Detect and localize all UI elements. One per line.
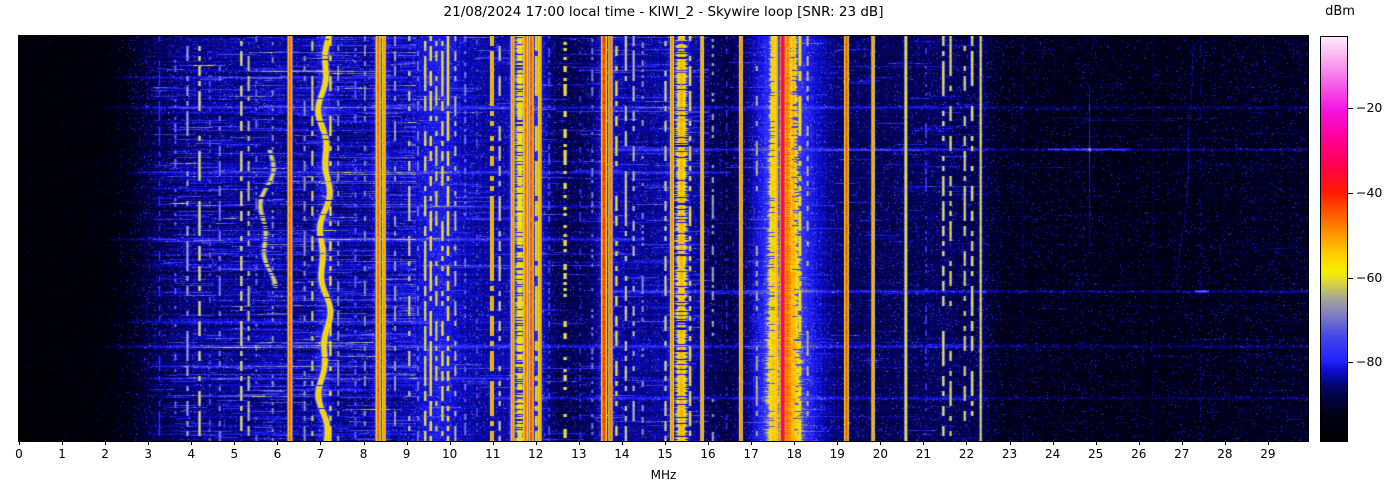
- x-tick-mark: [1138, 441, 1140, 445]
- x-tick-label: 12: [528, 447, 544, 461]
- x-tick-mark: [1267, 441, 1269, 445]
- colorbar-tick-mark: [1348, 362, 1353, 364]
- x-tick-label: 25: [1088, 447, 1104, 461]
- x-tick-mark: [148, 441, 150, 445]
- x-tick-mark: [578, 441, 580, 445]
- x-tick-mark: [1224, 441, 1226, 445]
- waterfall-heatmap: [19, 36, 1308, 441]
- x-tick-mark: [1009, 441, 1011, 445]
- x-tick-label: 28: [1217, 447, 1233, 461]
- x-tick-label: 17: [743, 447, 759, 461]
- colorbar-unit-label: dBm: [1325, 4, 1355, 19]
- x-tick-label: 18: [786, 447, 802, 461]
- chart-title: 21/08/2024 17:00 local time - KIWI_2 - S…: [443, 4, 884, 20]
- x-tick-mark: [191, 441, 193, 445]
- x-tick-mark: [363, 441, 365, 445]
- x-tick-label: 27: [1174, 447, 1190, 461]
- colorbar-tick-label: −40: [1356, 184, 1383, 200]
- x-tick-mark: [105, 441, 107, 445]
- x-tick-mark: [794, 441, 796, 445]
- x-tick-label: 20: [872, 447, 888, 461]
- waterfall-plot-area: [18, 35, 1309, 442]
- x-tick-mark: [19, 441, 20, 445]
- x-tick-mark: [277, 441, 279, 445]
- x-tick-mark: [449, 441, 451, 445]
- x-tick-label: 24: [1044, 447, 1061, 461]
- x-tick-mark: [837, 441, 839, 445]
- x-tick-mark: [708, 441, 710, 445]
- x-tick-label: 26: [1131, 447, 1147, 461]
- x-tick-mark: [1052, 441, 1054, 445]
- x-tick-label: 7: [316, 447, 325, 461]
- x-tick-mark: [62, 441, 64, 445]
- colorbar-tick-label: −80: [1356, 354, 1383, 370]
- colorbar-tick-label: −60: [1356, 269, 1383, 285]
- x-tick-mark: [234, 441, 236, 445]
- x-tick-label: 0: [15, 447, 23, 461]
- x-tick-label: 14: [614, 447, 630, 461]
- x-tick-label: 2: [101, 447, 109, 461]
- x-tick-label: 9: [402, 447, 411, 461]
- x-tick-label: 15: [657, 447, 673, 461]
- x-tick-mark: [406, 441, 408, 445]
- x-tick-label: 10: [442, 447, 458, 461]
- x-tick-label: 21: [915, 447, 932, 461]
- x-tick-label: 22: [958, 447, 975, 461]
- x-tick-mark: [492, 441, 494, 445]
- x-axis-label: MHz: [650, 468, 677, 482]
- x-tick-label: 1: [58, 447, 66, 461]
- x-tick-label: 11: [485, 447, 501, 461]
- x-tick-mark: [1095, 441, 1097, 445]
- x-tick-label: 4: [187, 447, 196, 461]
- colorbar: [1320, 36, 1348, 442]
- colorbar-tick-label: −20: [1356, 99, 1383, 115]
- colorbar-tick-mark: [1348, 277, 1353, 279]
- colorbar-tick-mark: [1348, 192, 1353, 194]
- x-tick-label: 5: [230, 447, 239, 461]
- x-tick-mark: [751, 441, 753, 445]
- x-tick-mark: [320, 441, 322, 445]
- x-tick-mark: [923, 441, 925, 445]
- x-tick-label: 13: [571, 447, 587, 461]
- x-tick-label: 3: [144, 447, 152, 461]
- x-tick-mark: [621, 441, 623, 445]
- x-tick-label: 29: [1260, 447, 1276, 461]
- x-tick-label: 16: [700, 447, 716, 461]
- x-tick-label: 23: [1001, 447, 1018, 461]
- x-tick-label: 6: [273, 447, 282, 461]
- x-tick-label: 8: [359, 447, 368, 461]
- x-tick-mark: [665, 441, 666, 445]
- x-tick-mark: [535, 441, 537, 445]
- x-tick-mark: [1181, 441, 1183, 445]
- colorbar-tick-mark: [1348, 107, 1353, 109]
- x-tick-label: 19: [829, 447, 845, 461]
- x-tick-mark: [966, 441, 968, 445]
- x-tick-mark: [880, 441, 882, 445]
